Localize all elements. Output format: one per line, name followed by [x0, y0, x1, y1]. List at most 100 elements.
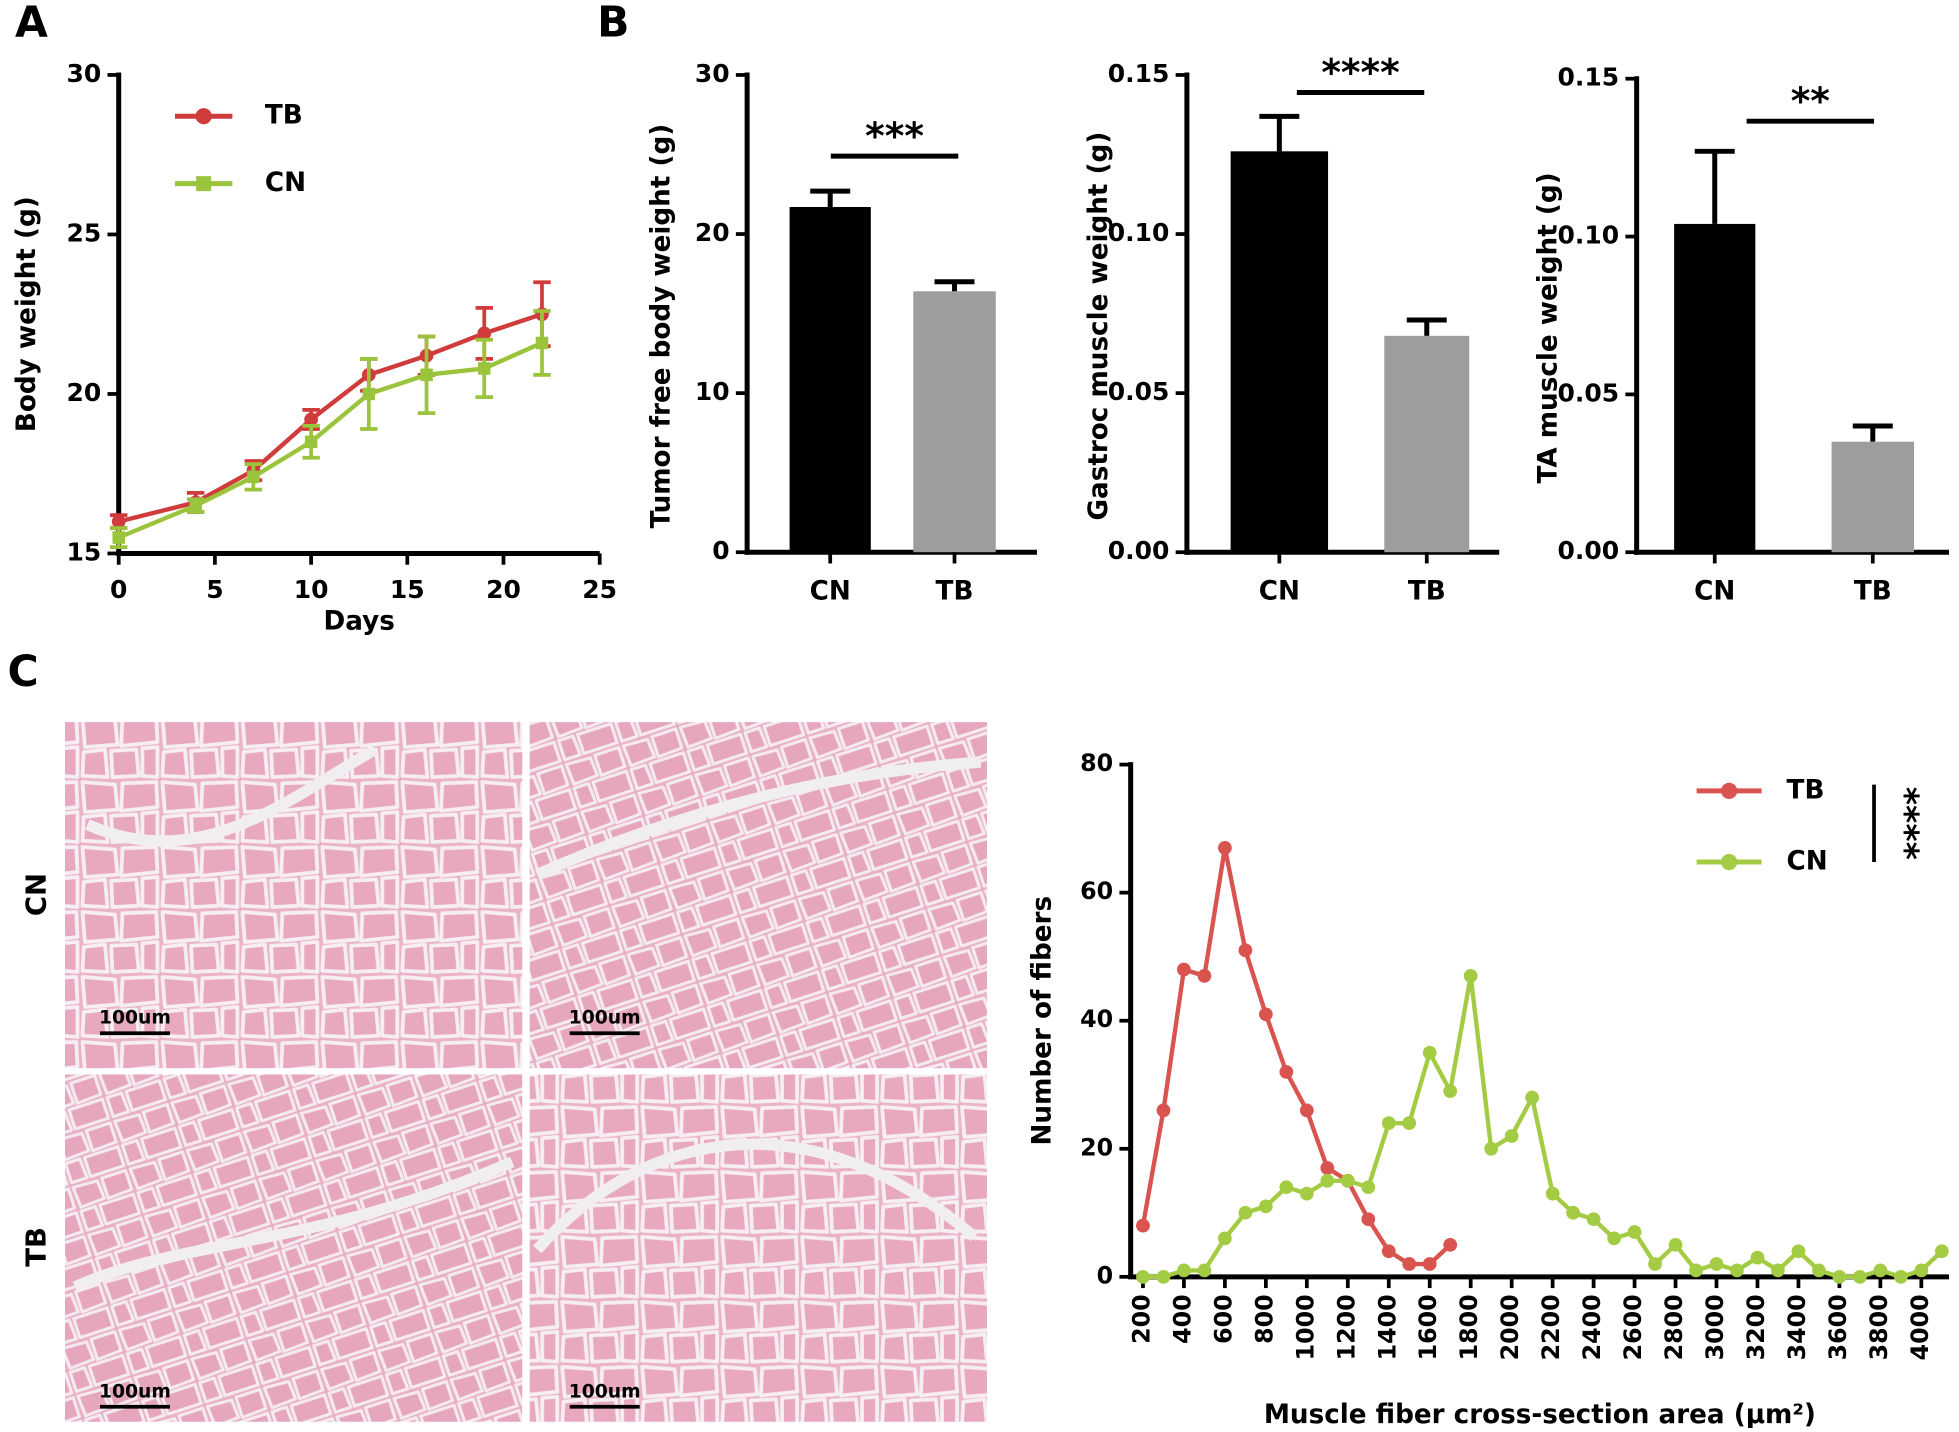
error-bar	[810, 188, 851, 208]
marker	[1443, 1237, 1458, 1252]
histology-image	[529, 1074, 987, 1422]
marker	[1402, 1116, 1417, 1131]
marker	[1320, 1161, 1335, 1175]
x-tick-label: 0	[110, 575, 127, 604]
series-line	[118, 312, 543, 524]
marker	[304, 435, 318, 449]
y-tick-label: 0.10	[1108, 218, 1170, 247]
y-axis-label: Number of fibers	[1028, 896, 1058, 1146]
marker	[1156, 1269, 1171, 1284]
marker	[1648, 1257, 1662, 1271]
x-tick-label: 4000	[1906, 1294, 1934, 1360]
legend-label: CN	[265, 168, 306, 198]
scale-bar-label: 100um	[99, 1008, 171, 1029]
marker	[1299, 1186, 1314, 1201]
marker	[1607, 1231, 1621, 1246]
x-tick-label: 2800	[1660, 1294, 1688, 1360]
marker	[1832, 1269, 1847, 1284]
y-tick-label: 0	[712, 536, 729, 565]
x-tick-label: 2600	[1619, 1294, 1647, 1360]
x-tick-label: CN	[810, 577, 851, 607]
marker	[1689, 1263, 1703, 1278]
y-tick-label: 20	[1080, 1133, 1113, 1161]
y-tick-label: 10	[695, 377, 730, 406]
bar	[1674, 223, 1756, 553]
marker	[1545, 1186, 1560, 1201]
marker	[1136, 1218, 1150, 1233]
marker	[1218, 840, 1232, 855]
significance-stars: ****	[1321, 50, 1399, 94]
marker	[1668, 1237, 1683, 1252]
x-tick-label: 200	[1127, 1294, 1155, 1344]
y-axis-label: Gastroc muscle weight (g)	[1084, 132, 1114, 521]
y-tick-label: 15	[66, 537, 101, 566]
marker	[478, 362, 491, 375]
marker	[1402, 1257, 1417, 1271]
y-tick-label: 20	[695, 218, 730, 247]
x-tick-label: 1200	[1332, 1294, 1360, 1360]
marker	[1893, 1269, 1908, 1284]
x-tick-label: 1600	[1414, 1294, 1442, 1360]
row-label: TB	[20, 1227, 52, 1267]
marker	[1525, 1090, 1540, 1105]
marker	[1136, 1269, 1150, 1284]
y-tick-label: 60	[1080, 877, 1113, 905]
marker	[1340, 1173, 1355, 1188]
marker	[477, 326, 492, 341]
marker	[1320, 1173, 1335, 1188]
marker	[1381, 1244, 1396, 1259]
x-tick-label: 10	[294, 575, 329, 604]
scale-bar-label: 100um	[569, 1008, 641, 1029]
significance-stars: ***	[865, 114, 924, 158]
error-bar	[1406, 317, 1447, 336]
legend-marker	[195, 108, 212, 125]
y-tick-label: 0	[1097, 1261, 1114, 1289]
y-axis-label: Tumor free body weight (g)	[647, 124, 677, 529]
x-tick-label: 1000	[1291, 1294, 1319, 1360]
marker	[1463, 969, 1478, 983]
y-axis-label: Body weight (g)	[12, 196, 42, 432]
marker	[112, 531, 125, 544]
y-tick-label: 25	[66, 218, 101, 247]
x-tick-label: 3200	[1742, 1294, 1770, 1360]
marker	[1361, 1180, 1376, 1195]
marker	[304, 412, 318, 427]
histology-image	[64, 722, 523, 1069]
scale-bars: 100um 100um 100um 100um	[99, 1008, 641, 1409]
panel-label: C	[8, 648, 39, 697]
x-tick-label: 25	[582, 575, 617, 604]
y-tick-label: 20	[66, 378, 101, 407]
marker	[1177, 1263, 1191, 1278]
bar	[1831, 441, 1915, 553]
x-tick-label: 600	[1209, 1294, 1237, 1344]
y-tick-label: 0.00	[1108, 536, 1170, 565]
bar	[1384, 335, 1470, 553]
error-bar	[1259, 113, 1300, 152]
x-tick-label: 2400	[1578, 1294, 1606, 1360]
x-tick-label: 400	[1168, 1294, 1196, 1344]
marker	[1812, 1263, 1826, 1278]
marker	[1934, 1244, 1949, 1259]
marker	[1422, 1045, 1437, 1060]
marker	[535, 336, 549, 350]
x-tick-label: 2000	[1496, 1294, 1524, 1360]
marker	[1279, 1065, 1294, 1079]
marker	[1279, 1180, 1294, 1195]
x-tick-label: CN	[1259, 577, 1300, 607]
y-tick-label: 80	[1080, 749, 1113, 777]
panel-label: A	[15, 0, 48, 47]
scale-bar-label: 100um	[99, 1381, 171, 1402]
marker	[1443, 1084, 1458, 1099]
x-tick-label: TB	[1854, 577, 1892, 607]
y-tick-label: 0.15	[1558, 63, 1620, 92]
series-line	[1142, 975, 1944, 1280]
histology-image	[529, 722, 987, 1069]
x-tick-label: 3800	[1865, 1294, 1893, 1360]
y-tick-label: 0.15	[1108, 59, 1170, 88]
x-tick-label: 3600	[1824, 1294, 1852, 1360]
marker	[1238, 1205, 1253, 1220]
marker	[247, 470, 260, 484]
marker	[1586, 1212, 1601, 1227]
legend-marker	[1720, 853, 1738, 871]
